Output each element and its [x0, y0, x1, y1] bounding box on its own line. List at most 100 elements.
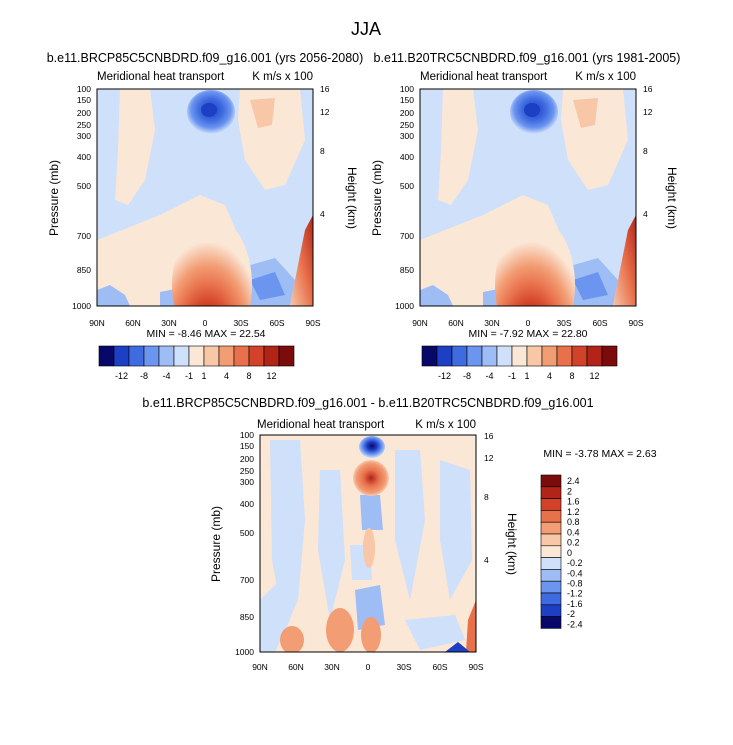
colorbar-label: 2 [567, 486, 572, 496]
svg-text:90S: 90S [628, 318, 643, 328]
panel-subtitle-left: Meridional heat transport [97, 71, 225, 83]
panel-subtitle-right: K m/s x 100 [252, 71, 313, 83]
svg-text:12: 12 [643, 107, 653, 117]
panel-subtitle-right: K m/s x 100 [415, 419, 476, 431]
svg-text:850: 850 [400, 265, 414, 275]
colorbar-label: -12 [438, 371, 451, 381]
right-axis: 16 12 8 4 [484, 431, 494, 565]
contour-field [97, 89, 313, 306]
svg-text:150: 150 [240, 441, 254, 451]
colorbar-swatch [218, 345, 235, 367]
colorbar-swatch [586, 345, 603, 367]
colorbar-swatch [526, 345, 543, 367]
colorbar-swatch [541, 345, 558, 367]
panel-20thc: b.e11.B20TRC5CNBDRD.f09_g16.001 (yrs 198… [370, 51, 680, 381]
colorbar-label: 8 [246, 371, 251, 381]
svg-text:100: 100 [240, 430, 254, 440]
svg-text:400: 400 [240, 499, 254, 509]
svg-text:850: 850 [240, 612, 254, 622]
colorbar-label: 0 [567, 548, 572, 558]
colorbar-label: 1.2 [567, 507, 580, 517]
svg-text:90S: 90S [468, 662, 483, 672]
svg-text:30N: 30N [324, 662, 340, 672]
svg-text:90N: 90N [252, 662, 268, 672]
panel-rcp85: b.e11.BRCP85C5CNBDRD.f09_g16.001 (yrs 20… [47, 51, 364, 381]
svg-text:500: 500 [77, 181, 91, 191]
svg-text:700: 700 [240, 575, 254, 585]
svg-text:200: 200 [77, 108, 91, 118]
panel-subtitle-right: K m/s x 100 [575, 71, 636, 83]
svg-text:30S: 30S [556, 318, 571, 328]
x-axis: 90N 60N 30N 0 30S 60S 90S [412, 318, 644, 328]
colorbar-label: -1 [508, 371, 516, 381]
colorbar-label: 0.8 [567, 517, 580, 527]
colorbar-swatch [248, 345, 265, 367]
colorbar-swatch [233, 345, 250, 367]
colorbar-label: -1.6 [567, 599, 583, 609]
colorbar-label: 1.6 [567, 497, 580, 507]
y-axis-label: Pressure (mb) [209, 506, 223, 582]
svg-text:300: 300 [400, 131, 414, 141]
colorbar-swatch [540, 569, 562, 582]
colorbar-swatch [540, 510, 562, 523]
svg-text:30S: 30S [233, 318, 248, 328]
colorbar-label: -0.2 [567, 558, 583, 568]
colorbar-swatch [571, 345, 588, 367]
colorbar-swatch [481, 345, 498, 367]
svg-text:4: 4 [484, 555, 489, 565]
colorbar-swatch [540, 604, 562, 617]
svg-text:0: 0 [366, 662, 371, 672]
panel-subtitle-left: Meridional heat transport [420, 71, 548, 83]
colorbar-swatch [98, 345, 115, 367]
y-axis-right-label: Height (km) [345, 167, 359, 229]
colorbar-label: 2.4 [567, 476, 580, 486]
svg-text:250: 250 [400, 120, 414, 130]
colorbar-swatch [263, 345, 280, 367]
svg-text:12: 12 [484, 453, 494, 463]
svg-text:12: 12 [320, 107, 330, 117]
svg-text:4: 4 [320, 209, 325, 219]
svg-text:30N: 30N [161, 318, 177, 328]
svg-text:100: 100 [400, 84, 414, 94]
colorbar-label: -12 [115, 371, 128, 381]
svg-text:4: 4 [643, 209, 648, 219]
colorbar-label: 0.4 [567, 527, 580, 537]
stats-label: MIN = -8.46 MAX = 22.54 [146, 328, 265, 340]
colorbar-label: -4 [485, 371, 493, 381]
svg-text:90N: 90N [89, 318, 105, 328]
colorbar-label: 4 [224, 371, 229, 381]
colorbar-label: -8 [140, 371, 148, 381]
svg-text:60N: 60N [448, 318, 464, 328]
svg-text:16: 16 [484, 431, 494, 441]
svg-text:90N: 90N [412, 318, 428, 328]
svg-text:1000: 1000 [395, 301, 414, 311]
svg-text:250: 250 [77, 120, 91, 130]
colorbar-swatch [188, 345, 205, 367]
svg-text:0: 0 [203, 318, 208, 328]
colorbar-label: -4 [162, 371, 170, 381]
y-axis-right-label: Height (km) [665, 167, 679, 229]
svg-text:16: 16 [320, 84, 330, 94]
colorbar-label: 4 [547, 371, 552, 381]
colorbar-swatch [540, 486, 562, 499]
svg-text:700: 700 [400, 231, 414, 241]
colorbar-swatch [436, 345, 453, 367]
panel-title: b.e11.BRCP85C5CNBDRD.f09_g16.001 - b.e11… [142, 396, 593, 410]
contour-field [260, 435, 476, 652]
colorbar: -12 -8 -4 -1 1 4 8 12 [421, 345, 618, 381]
colorbar-label: 1 [524, 371, 529, 381]
colorbar-swatch [421, 345, 438, 367]
svg-text:1000: 1000 [72, 301, 91, 311]
svg-text:60N: 60N [125, 318, 141, 328]
colorbar-label: -2 [567, 609, 575, 619]
stats-label: MIN = -3.78 MAX = 2.63 [543, 448, 656, 460]
colorbar-swatch [173, 345, 190, 367]
x-axis: 90N 60N 30N 0 30S 60S 90S [89, 318, 321, 328]
colorbar-label: 12 [266, 371, 276, 381]
svg-text:60S: 60S [592, 318, 607, 328]
panel-title: b.e11.BRCP85C5CNBDRD.f09_g16.001 (yrs 20… [47, 51, 364, 65]
colorbar-swatch [278, 345, 295, 367]
